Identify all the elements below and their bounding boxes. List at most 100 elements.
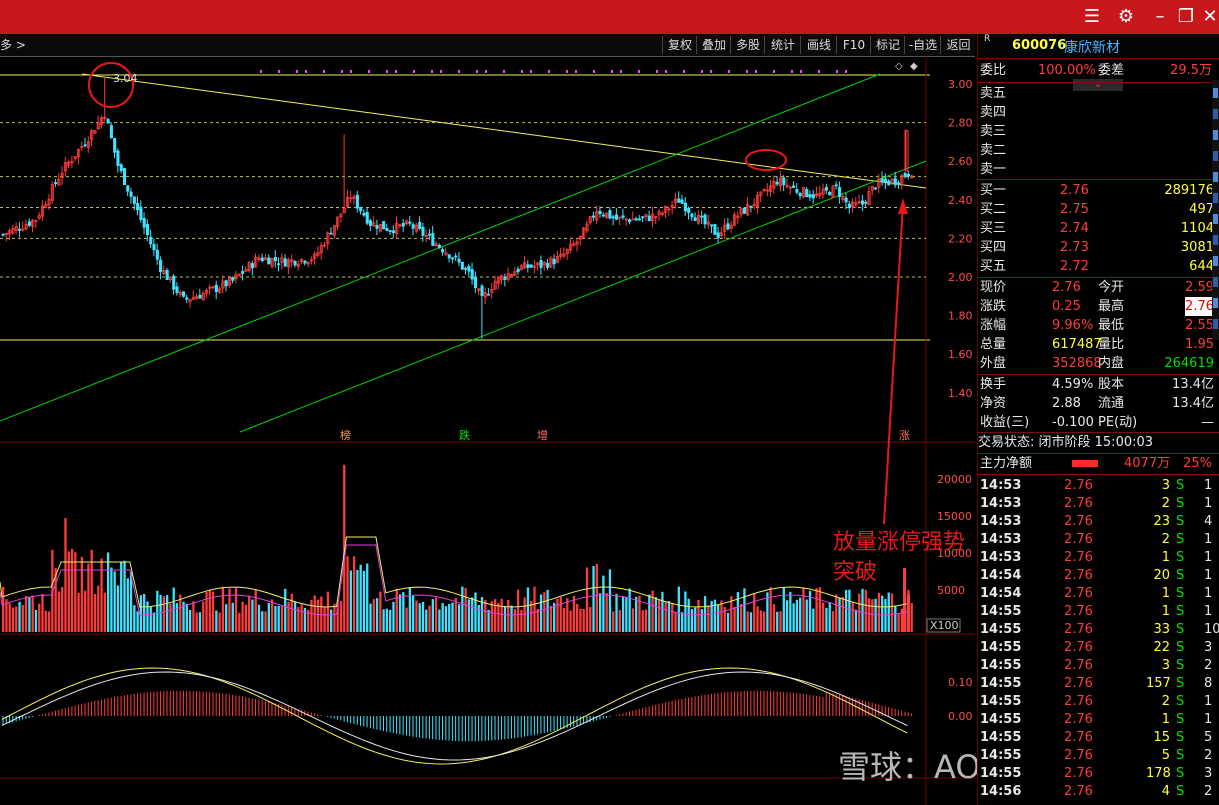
tick-row[interactable]: 14:54 2.76 20 S 1 (978, 566, 1219, 584)
event-marker[interactable]: 榜 (340, 428, 351, 442)
toolbar-button-multi-stock[interactable]: 多股 (730, 36, 765, 54)
toolbar-button-draw-line[interactable]: 画线 (800, 36, 837, 54)
toolbar-button-statistics[interactable]: 统计 (764, 36, 801, 54)
tick-row[interactable]: 14:55 2.76 1 S 1 (978, 602, 1219, 620)
tick-row[interactable]: 14:55 2.76 3 S 2 (978, 656, 1219, 674)
event-marker[interactable]: 跌 (459, 428, 470, 442)
bid-label: 买二 (980, 202, 1007, 217)
trend-lines (0, 73, 927, 433)
stock-name[interactable]: 康欣新材 (1064, 40, 1120, 56)
stat-label: 最高 (1098, 299, 1125, 314)
tick-time: 14:55 (980, 766, 1022, 781)
tick-side: S (1176, 586, 1185, 601)
main-force-row: 主力净额 4077万 25% (980, 456, 1212, 471)
tick-row[interactable]: 14:56 2.76 4 S 2 (978, 782, 1219, 800)
stat-value: 2.88 (1052, 396, 1081, 411)
bid-row[interactable]: 买三 2.74 1104 (978, 219, 1219, 238)
tick-row[interactable]: 14:55 2.76 33 S 10 (978, 620, 1219, 638)
stat-label: 涨幅 (980, 318, 1007, 333)
tick-count: 1 (1204, 496, 1213, 511)
tick-row[interactable]: 14:53 2.76 23 S 4 (978, 512, 1219, 530)
bid-row[interactable]: 买一 2.76 289176 (978, 181, 1219, 200)
ask-row[interactable]: 卖四 (978, 103, 1219, 122)
toolbar-button-fuquan[interactable]: 复权 (662, 36, 697, 54)
tick-side: S (1176, 568, 1185, 583)
tick-side: S (1176, 478, 1185, 493)
stat-label: 净资 (980, 396, 1007, 411)
tick-row[interactable]: 14:55 2.76 178 S 3 (978, 764, 1219, 782)
bid-row[interactable]: 买五 2.72 644 (978, 257, 1219, 276)
tick-row[interactable]: 14:55 2.76 2 S 1 (978, 692, 1219, 710)
stat-label: 流通 (1098, 396, 1125, 411)
tick-time: 14:55 (980, 640, 1022, 655)
ask-row[interactable]: 卖三 (978, 122, 1219, 141)
stat-label: 股本 (1098, 377, 1125, 392)
breakout-circle (745, 149, 787, 171)
price-axis-tick: 2.60 (948, 155, 973, 168)
event-marker[interactable]: 增 (537, 428, 548, 442)
tick-volume: 157 (1146, 676, 1171, 691)
tick-side: S (1176, 730, 1185, 745)
tick-row[interactable]: 14:53 2.76 2 S 1 (978, 530, 1219, 548)
window-title-bar: ☰ ⚙ – ❐ ✕ (0, 0, 1219, 34)
tick-time: 14:53 (980, 550, 1022, 565)
tick-row[interactable]: 14:53 2.76 3 S 1 (978, 476, 1219, 494)
settings-gear-icon[interactable]: ⚙ (1117, 6, 1135, 27)
stat-label: 涨跌 (980, 299, 1007, 314)
tick-row[interactable]: 14:55 2.76 22 S 3 (978, 638, 1219, 656)
toolbar-button-mark[interactable]: 标记 (870, 36, 905, 54)
toolbar-button-add-watchlist[interactable]: -自选 (904, 36, 941, 54)
event-marker[interactable]: 涨 (899, 429, 910, 442)
bid-row[interactable]: 买四 2.73 3081 (978, 238, 1219, 257)
ask-row[interactable]: 卖二 (978, 141, 1219, 160)
tick-row[interactable]: 14:54 2.76 1 S 1 (978, 584, 1219, 602)
tick-row[interactable]: 14:55 2.76 1 S 1 (978, 710, 1219, 728)
menu-list-icon[interactable]: ☰ (1083, 6, 1101, 27)
tick-time: 14:55 (980, 658, 1022, 673)
bid-price: 2.75 (1060, 202, 1089, 217)
tick-row[interactable]: 14:55 2.76 157 S 8 (978, 674, 1219, 692)
tick-time: 14:55 (980, 676, 1022, 691)
stat-value: 4.59% (1052, 377, 1094, 392)
tick-side: S (1176, 532, 1185, 547)
tick-side: S (1176, 784, 1185, 799)
more-menu-button[interactable]: 多 > (0, 38, 26, 52)
ask-label: 卖五 (980, 86, 1007, 101)
tick-row[interactable]: 14:55 2.76 15 S 5 (978, 728, 1219, 746)
kline-chart-area[interactable]: ◇ ◆ 榜跌增涨 3.002.802.602.402.202.001.801.60… (0, 56, 975, 805)
tick-count: 1 (1204, 478, 1213, 493)
stat-label: 今开 (1098, 280, 1125, 295)
side-scroll-strip[interactable] (1212, 80, 1219, 340)
toolbar-button-f10[interactable]: F10 (836, 36, 871, 54)
tick-volume: 15 (1153, 730, 1170, 745)
annotation-arrow (883, 203, 904, 525)
bid-volume: 497 (1189, 202, 1214, 217)
ask-row[interactable]: 卖一 (978, 160, 1219, 179)
tick-row[interactable]: 14:53 2.76 1 S 1 (978, 548, 1219, 566)
tick-price: 2.76 (1064, 676, 1093, 691)
tick-side: S (1176, 676, 1185, 691)
toolbar-button-overlay[interactable]: 叠加 (696, 36, 731, 54)
restore-icon[interactable]: ❐ (1177, 6, 1195, 27)
tick-side: S (1176, 694, 1185, 709)
tick-count: 8 (1204, 676, 1213, 691)
tick-time: 14:53 (980, 496, 1022, 511)
stat-value: 13.4亿 (1172, 396, 1214, 411)
tick-price: 2.76 (1064, 640, 1093, 655)
tick-row[interactable]: 14:55 2.76 5 S 2 (978, 746, 1219, 764)
bid-price: 2.74 (1060, 221, 1089, 236)
tick-price: 2.76 (1064, 766, 1093, 781)
minimize-icon[interactable]: – (1155, 6, 1165, 27)
tick-side: S (1176, 766, 1185, 781)
stock-code[interactable]: 600076 (1012, 38, 1067, 53)
price-axis-tick: 1.40 (948, 387, 973, 400)
toolbar-button-back[interactable]: 返回 (940, 36, 976, 54)
ask-row[interactable]: 卖五 (978, 84, 1219, 103)
tick-price: 2.76 (1064, 658, 1093, 673)
stock-flag: R (984, 34, 991, 44)
close-icon[interactable]: ✕ (1202, 6, 1218, 27)
tick-time: 14:54 (980, 568, 1022, 583)
bid-row[interactable]: 买二 2.75 497 (978, 200, 1219, 219)
tick-row[interactable]: 14:53 2.76 2 S 1 (978, 494, 1219, 512)
tick-side: S (1176, 748, 1185, 763)
